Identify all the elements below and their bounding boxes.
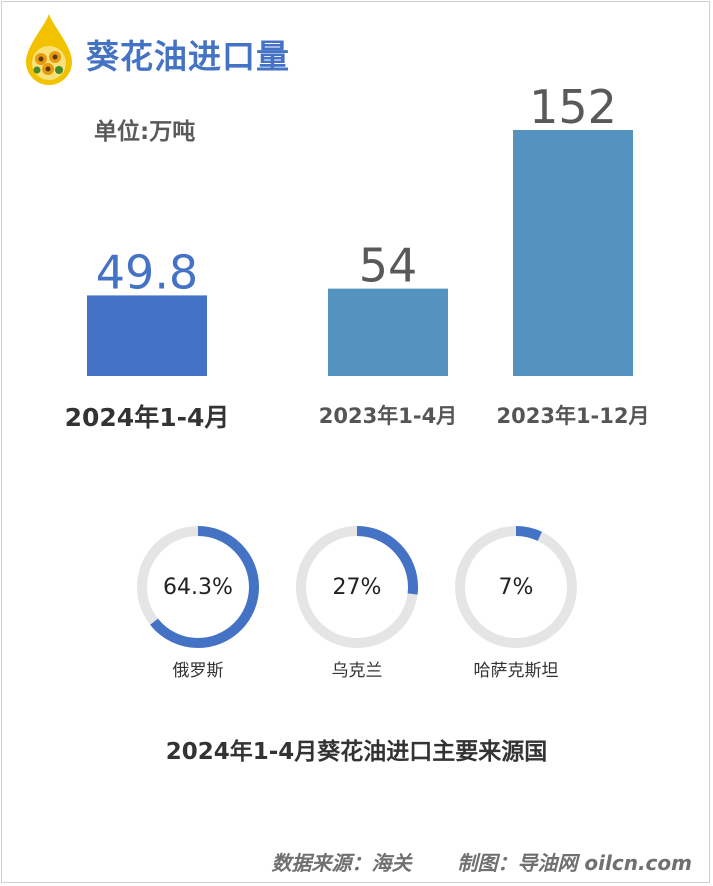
donut-label: 俄罗斯 xyxy=(172,661,224,681)
page-title: 葵花油进口量 xyxy=(86,37,290,76)
bar-0 xyxy=(87,295,207,376)
bar-value-label: 49.8 xyxy=(96,245,198,299)
donut-label: 乌克兰 xyxy=(331,661,383,681)
footer: 数据来源：海关 制图：导油网 oilcn.com xyxy=(2,847,692,876)
donut-ukraine: 27% 乌克兰 xyxy=(294,524,420,684)
oil-drop-sunflower-logo xyxy=(26,14,72,85)
donut-arc xyxy=(296,526,418,648)
donut-value: 64.3% xyxy=(163,574,233,600)
bar-2 xyxy=(513,130,633,376)
source-countries-title: 2024年1-4月葵花油进口主要来源国 xyxy=(165,739,548,765)
bar-value-label: 54 xyxy=(359,239,418,293)
unit-label: 单位:万吨 xyxy=(94,119,196,145)
donut-arc xyxy=(455,526,577,648)
donut-arc xyxy=(137,526,259,648)
chart-credit: 制图：导油网 oilcn.com xyxy=(457,851,692,875)
bar-value-label: 152 xyxy=(529,80,617,134)
bar-category-label: 2024年1-4月 xyxy=(65,403,230,432)
bar-category-label: 2023年1-12月 xyxy=(497,404,650,428)
bar-1 xyxy=(328,288,448,376)
donut-value: 7% xyxy=(498,574,534,600)
data-source: 数据来源：海关 xyxy=(271,851,412,875)
donut-kazakhstan: 7% 哈萨克斯坦 xyxy=(453,524,579,684)
donut-russia: 64.3% 俄罗斯 xyxy=(135,524,261,684)
import-volume-bar-chart: 49.8 2024年1-4月 54 2023年1-4月 152 2023年1-12月 xyxy=(65,80,650,432)
donut-value: 27% xyxy=(332,574,382,600)
donut-label: 哈萨克斯坦 xyxy=(473,661,559,681)
bar-category-label: 2023年1-4月 xyxy=(319,404,457,428)
